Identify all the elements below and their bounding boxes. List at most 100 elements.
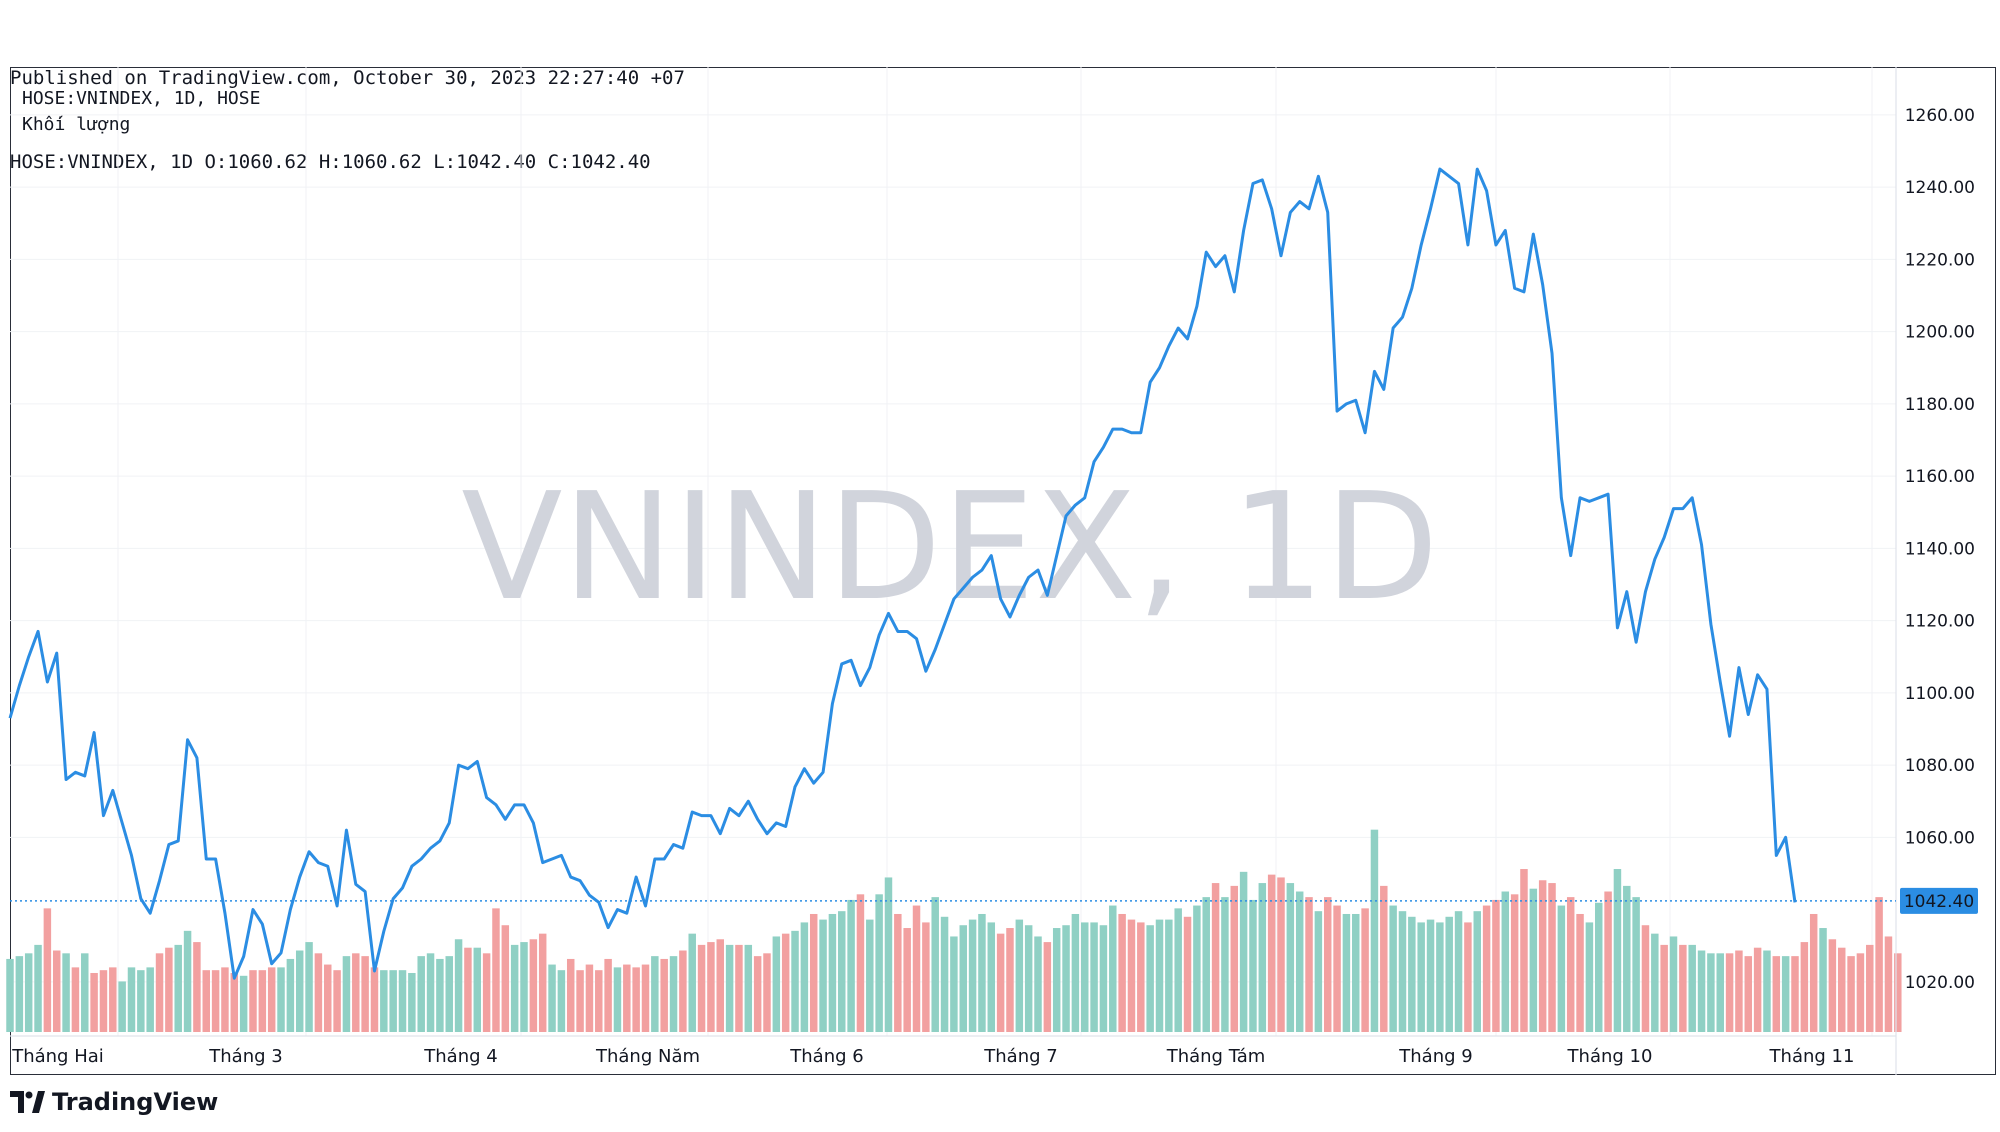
- volume-bar: [1791, 956, 1799, 1032]
- volume-bar: [772, 936, 781, 1032]
- volume-bar: [71, 967, 80, 1032]
- volume-bar: [90, 972, 98, 1032]
- volume-bar: [230, 972, 239, 1032]
- volume-bar: [398, 970, 407, 1032]
- volume-bar: [1520, 869, 1528, 1032]
- volume-bar: [473, 947, 482, 1032]
- volume-bar: [109, 967, 117, 1032]
- x-tick-label: Tháng 11: [1769, 1046, 1855, 1067]
- x-tick-label: Tháng 7: [983, 1046, 1057, 1067]
- volume-bar: [1585, 922, 1594, 1032]
- volume-bar: [1239, 871, 1248, 1032]
- volume-bar: [651, 956, 659, 1032]
- volume-bar: [940, 916, 949, 1032]
- volume-bar: [1651, 933, 1659, 1032]
- volume-bar: [221, 967, 229, 1032]
- volume-bar: [81, 953, 89, 1032]
- y-tick-label: 1200.00: [1905, 323, 1975, 343]
- legend-volume: Khối lượng: [22, 114, 131, 135]
- volume-bar: [1669, 936, 1678, 1032]
- volume-bar: [267, 967, 276, 1032]
- volume-bar: [305, 942, 313, 1032]
- volume-bar: [464, 947, 472, 1032]
- volume-bar: [183, 930, 192, 1032]
- volume-bar: [585, 964, 594, 1032]
- volume-bars: [6, 829, 1902, 1032]
- tradingview-footer[interactable]: TradingView: [10, 1088, 218, 1116]
- volume-bar: [1295, 891, 1304, 1032]
- volume-bar: [1707, 953, 1715, 1032]
- x-tick-label: Tháng 4: [423, 1046, 497, 1067]
- volume-bar: [1034, 936, 1042, 1032]
- volume-bar: [52, 950, 61, 1032]
- volume-bar: [15, 956, 24, 1032]
- volume-bar: [894, 913, 902, 1032]
- time-axis: Tháng Hai Tháng 3 Tháng 4 Tháng Năm Tháng 6 T…: [11, 1046, 1854, 1067]
- volume-bar: [258, 970, 267, 1032]
- volume-bar: [959, 925, 967, 1032]
- y-tick-label: 1140.00: [1905, 539, 1975, 559]
- volume-bar: [1202, 897, 1210, 1032]
- y-tick-label: 1240.00: [1905, 178, 1975, 198]
- volume-bar: [1314, 911, 1323, 1032]
- volume-bar: [1380, 885, 1388, 1032]
- volume-bar: [1333, 905, 1341, 1032]
- volume-bar: [1024, 925, 1033, 1032]
- volume-bar: [1043, 942, 1052, 1032]
- volume-bar: [510, 944, 519, 1032]
- volume-bar: [146, 967, 154, 1032]
- volume-bar: [127, 967, 136, 1032]
- volume-bar: [202, 970, 210, 1032]
- volume-bar: [1342, 913, 1351, 1032]
- volume-bar: [1604, 891, 1612, 1032]
- volume-bar: [1389, 905, 1397, 1032]
- volume-bar: [538, 933, 547, 1032]
- volume-bar: [1398, 911, 1407, 1032]
- x-tick-label: Tháng Hai: [11, 1046, 104, 1067]
- x-tick-label: Tháng 10: [1567, 1046, 1653, 1067]
- volume-bar: [1632, 897, 1640, 1032]
- volume-bar: [744, 944, 753, 1032]
- volume-bar: [1660, 944, 1668, 1032]
- volume-bar: [361, 956, 369, 1032]
- volume-bar: [1081, 922, 1089, 1032]
- volume-bar: [1062, 925, 1070, 1032]
- volume-bar: [576, 970, 584, 1032]
- publish-header: Published on TradingView.com, October 30…: [10, 8, 685, 204]
- volume-bar: [1137, 922, 1145, 1032]
- volume-bar: [370, 967, 379, 1032]
- volume-bar: [1155, 919, 1164, 1032]
- volume-bar: [931, 897, 939, 1032]
- volume-bar: [1183, 916, 1192, 1032]
- x-tick-label: Tháng 6: [789, 1046, 863, 1067]
- chart-frame: [10, 67, 1996, 1075]
- volume-bar: [1781, 956, 1790, 1032]
- volume-bar: [1464, 922, 1472, 1032]
- volume-bar: [753, 956, 762, 1032]
- volume-bar: [1735, 950, 1743, 1032]
- y-tick-label: 1160.00: [1905, 467, 1975, 487]
- volume-bar: [529, 939, 538, 1032]
- volume-bar: [1566, 897, 1575, 1032]
- y-tick-label: 1100.00: [1905, 684, 1975, 704]
- ohlc-line: HOSE:VNINDEX, 1D O:1060.62 H:1060.62 L:1…: [10, 151, 651, 173]
- volume-bar: [520, 942, 528, 1032]
- volume-bar: [314, 953, 323, 1032]
- volume-bar: [1146, 925, 1154, 1032]
- tradingview-logo-icon: [10, 1091, 45, 1113]
- volume-bar: [1258, 883, 1267, 1032]
- volume-bar: [1894, 953, 1902, 1032]
- volume-bar: [1595, 902, 1603, 1032]
- volume-bar: [1510, 894, 1519, 1032]
- volume-bar: [1856, 953, 1865, 1032]
- volume-bar: [1426, 919, 1435, 1032]
- y-tick-label: 1080.00: [1905, 756, 1975, 776]
- volume-bar: [342, 956, 351, 1032]
- volume-bar: [1501, 891, 1510, 1032]
- last-price-tag-text: 1042.40: [1904, 892, 1974, 912]
- volume-bar: [34, 944, 42, 1032]
- volume-bar: [968, 919, 977, 1032]
- volume-bar: [1725, 953, 1734, 1032]
- volume-bar: [1641, 925, 1650, 1032]
